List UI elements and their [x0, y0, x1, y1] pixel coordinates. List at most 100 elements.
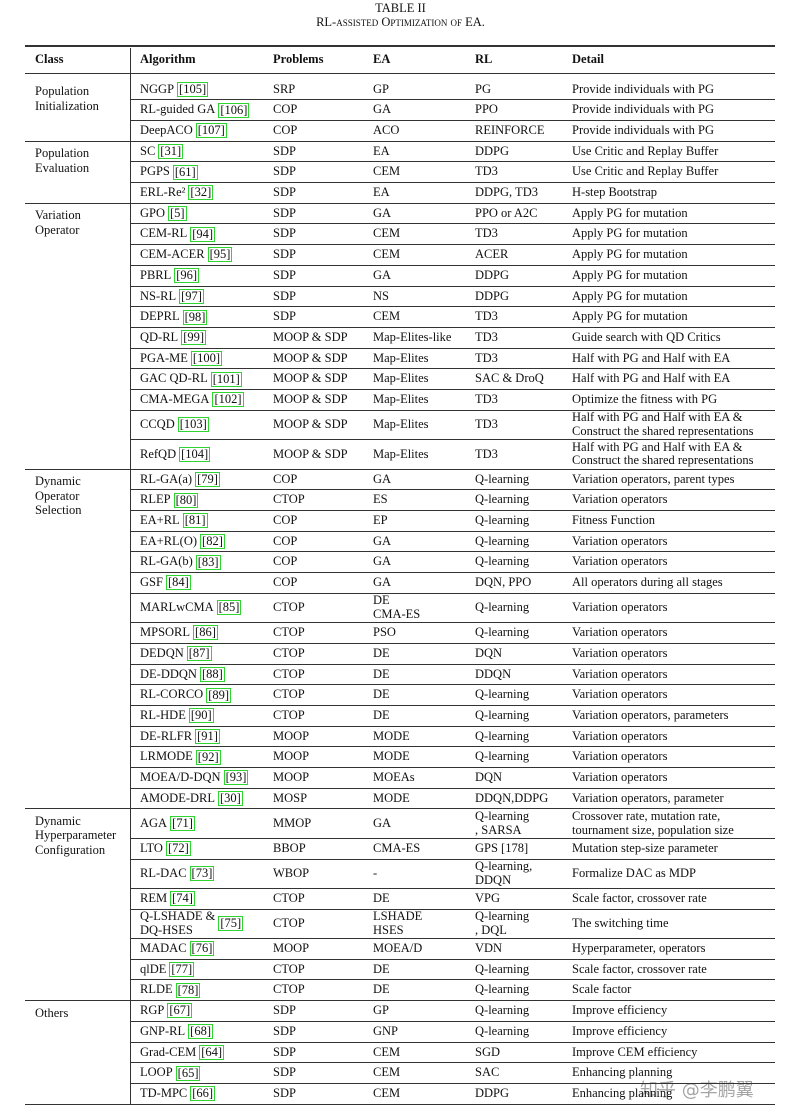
column-header: Class: [35, 52, 64, 67]
ea-cell: Map-Elites: [373, 392, 429, 407]
rule: [130, 368, 775, 370]
problems-cell: SDP: [273, 226, 296, 241]
algorithm-name: AGA: [140, 815, 168, 830]
citation-link[interactable]: [82]: [200, 533, 225, 549]
algorithm-cell: LTO [72]: [140, 838, 270, 859]
rl-cell: Q-learning: [475, 625, 530, 640]
citation-link[interactable]: [67]: [167, 1003, 193, 1019]
citation-link[interactable]: [96]: [174, 268, 200, 284]
citation-link[interactable]: [105]: [177, 81, 209, 97]
citation-link[interactable]: [90]: [188, 708, 214, 724]
citation-link[interactable]: [87]: [186, 646, 212, 662]
citation-link[interactable]: [78]: [175, 982, 201, 998]
ea-cell: EP: [373, 512, 388, 527]
ea-cell: ACO: [373, 122, 400, 137]
rl-cell: DDPG: [475, 143, 510, 158]
citation-link[interactable]: [65]: [175, 1065, 201, 1081]
algorithm-cell: SC [31]: [140, 141, 270, 162]
rule: [130, 1062, 775, 1064]
citation-link[interactable]: [92]: [195, 749, 221, 765]
citation-link[interactable]: [95]: [207, 247, 233, 263]
ea-cell: Map-Elites: [373, 371, 429, 386]
ea-cell: Map-Elites: [373, 417, 429, 432]
problems-cell: MOOP & SDP: [273, 329, 348, 344]
rule: [130, 389, 775, 390]
citation-link[interactable]: [107]: [195, 123, 227, 139]
citation-link[interactable]: [75]: [218, 916, 244, 932]
citation-link[interactable]: [5]: [168, 206, 187, 222]
citation-link[interactable]: [80]: [173, 492, 199, 508]
problems-cell: MOOP & SDP: [273, 392, 348, 407]
citation-link[interactable]: [68]: [188, 1024, 213, 1040]
detail-cell: Variation operators: [572, 666, 668, 681]
citation-link[interactable]: [94]: [190, 226, 216, 242]
detail-cell: Enhancing planning: [572, 1085, 673, 1100]
citation-link[interactable]: [30]: [218, 791, 243, 807]
citation-link[interactable]: [84]: [165, 575, 191, 591]
algorithm-name: LOOP: [140, 1065, 173, 1080]
citation-link[interactable]: [98]: [182, 309, 208, 325]
citation-link[interactable]: [64]: [199, 1044, 225, 1060]
detail-cell: Crossover rate, mutation rate, tournamen…: [572, 809, 734, 837]
rule: [130, 439, 775, 441]
citation-link[interactable]: [61]: [172, 164, 198, 180]
detail-cell: H-step Bootstrap: [572, 185, 658, 200]
citation-link[interactable]: [100]: [190, 350, 222, 366]
rule: [25, 808, 775, 810]
rl-cell: ACER: [475, 247, 509, 262]
algorithm-name: Q-LSHADE & DQ-HSES: [140, 909, 216, 937]
citation-link[interactable]: [77]: [169, 962, 195, 978]
citation-link[interactable]: [81]: [182, 513, 208, 529]
citation-link[interactable]: [71]: [170, 816, 195, 832]
algorithm-name: EA+RL: [140, 512, 180, 527]
algorithm-cell: AMODE-DRL [30]: [140, 788, 270, 809]
problems-cell: SDP: [273, 1085, 296, 1100]
citation-link[interactable]: [83]: [195, 554, 221, 570]
algorithm-cell: GSF [84]: [140, 573, 270, 594]
detail-cell: Apply PG for mutation: [572, 309, 688, 324]
citation-link[interactable]: [72]: [165, 841, 191, 857]
algorithm-name: RL-CORCO: [140, 687, 204, 702]
rl-cell: DDQN: [475, 666, 512, 681]
problems-cell: SDP: [273, 288, 296, 303]
citation-link[interactable]: [99]: [181, 330, 207, 346]
rl-cell: Q-learning: [475, 471, 530, 486]
citation-link[interactable]: [73]: [189, 866, 215, 882]
table-title: RL-assisted Optimization of EA.: [316, 15, 485, 29]
rl-cell: VDN: [475, 941, 503, 956]
rl-cell: TD3: [475, 164, 498, 179]
citation-link[interactable]: [66]: [190, 1086, 216, 1102]
citation-link[interactable]: [85]: [216, 600, 242, 616]
algorithm-cell: RL-GA(b) [83]: [140, 552, 270, 573]
citation-link[interactable]: [31]: [158, 143, 184, 159]
algorithm-name: AMODE-DRL: [140, 790, 215, 805]
citation-link[interactable]: [76]: [189, 941, 215, 957]
citation-link[interactable]: [97]: [179, 288, 204, 304]
rule: [130, 908, 775, 910]
ea-cell: CEM: [373, 1065, 401, 1080]
algorithm-name: GPO: [140, 205, 166, 220]
detail-cell: Apply PG for mutation: [572, 205, 688, 220]
ea-cell: CEM: [373, 1044, 401, 1059]
problems-cell: CTOP: [273, 666, 305, 681]
citation-link[interactable]: [101]: [210, 371, 242, 387]
citation-link[interactable]: [93]: [223, 770, 249, 786]
algorithm-name: RGP: [140, 1003, 165, 1018]
citation-link[interactable]: [104]: [179, 446, 211, 462]
ea-cell: DE: [373, 707, 390, 722]
citation-link[interactable]: [79]: [195, 471, 220, 487]
citation-link[interactable]: [89]: [206, 687, 232, 703]
citation-link[interactable]: [86]: [193, 625, 218, 641]
citation-link[interactable]: [102]: [212, 392, 244, 408]
citation-link[interactable]: [103]: [177, 417, 209, 433]
citation-link[interactable]: [91]: [195, 728, 220, 744]
citation-link[interactable]: [74]: [170, 891, 195, 907]
citation-link[interactable]: [32]: [188, 185, 214, 201]
problems-cell: COP: [273, 533, 298, 548]
problems-cell: COP: [273, 122, 298, 137]
citation-link[interactable]: [106]: [218, 102, 250, 118]
problems-cell: MOOP: [273, 941, 310, 956]
citation-link[interactable]: [88]: [199, 666, 225, 682]
algorithm-name: EA+RL(O): [140, 533, 198, 548]
